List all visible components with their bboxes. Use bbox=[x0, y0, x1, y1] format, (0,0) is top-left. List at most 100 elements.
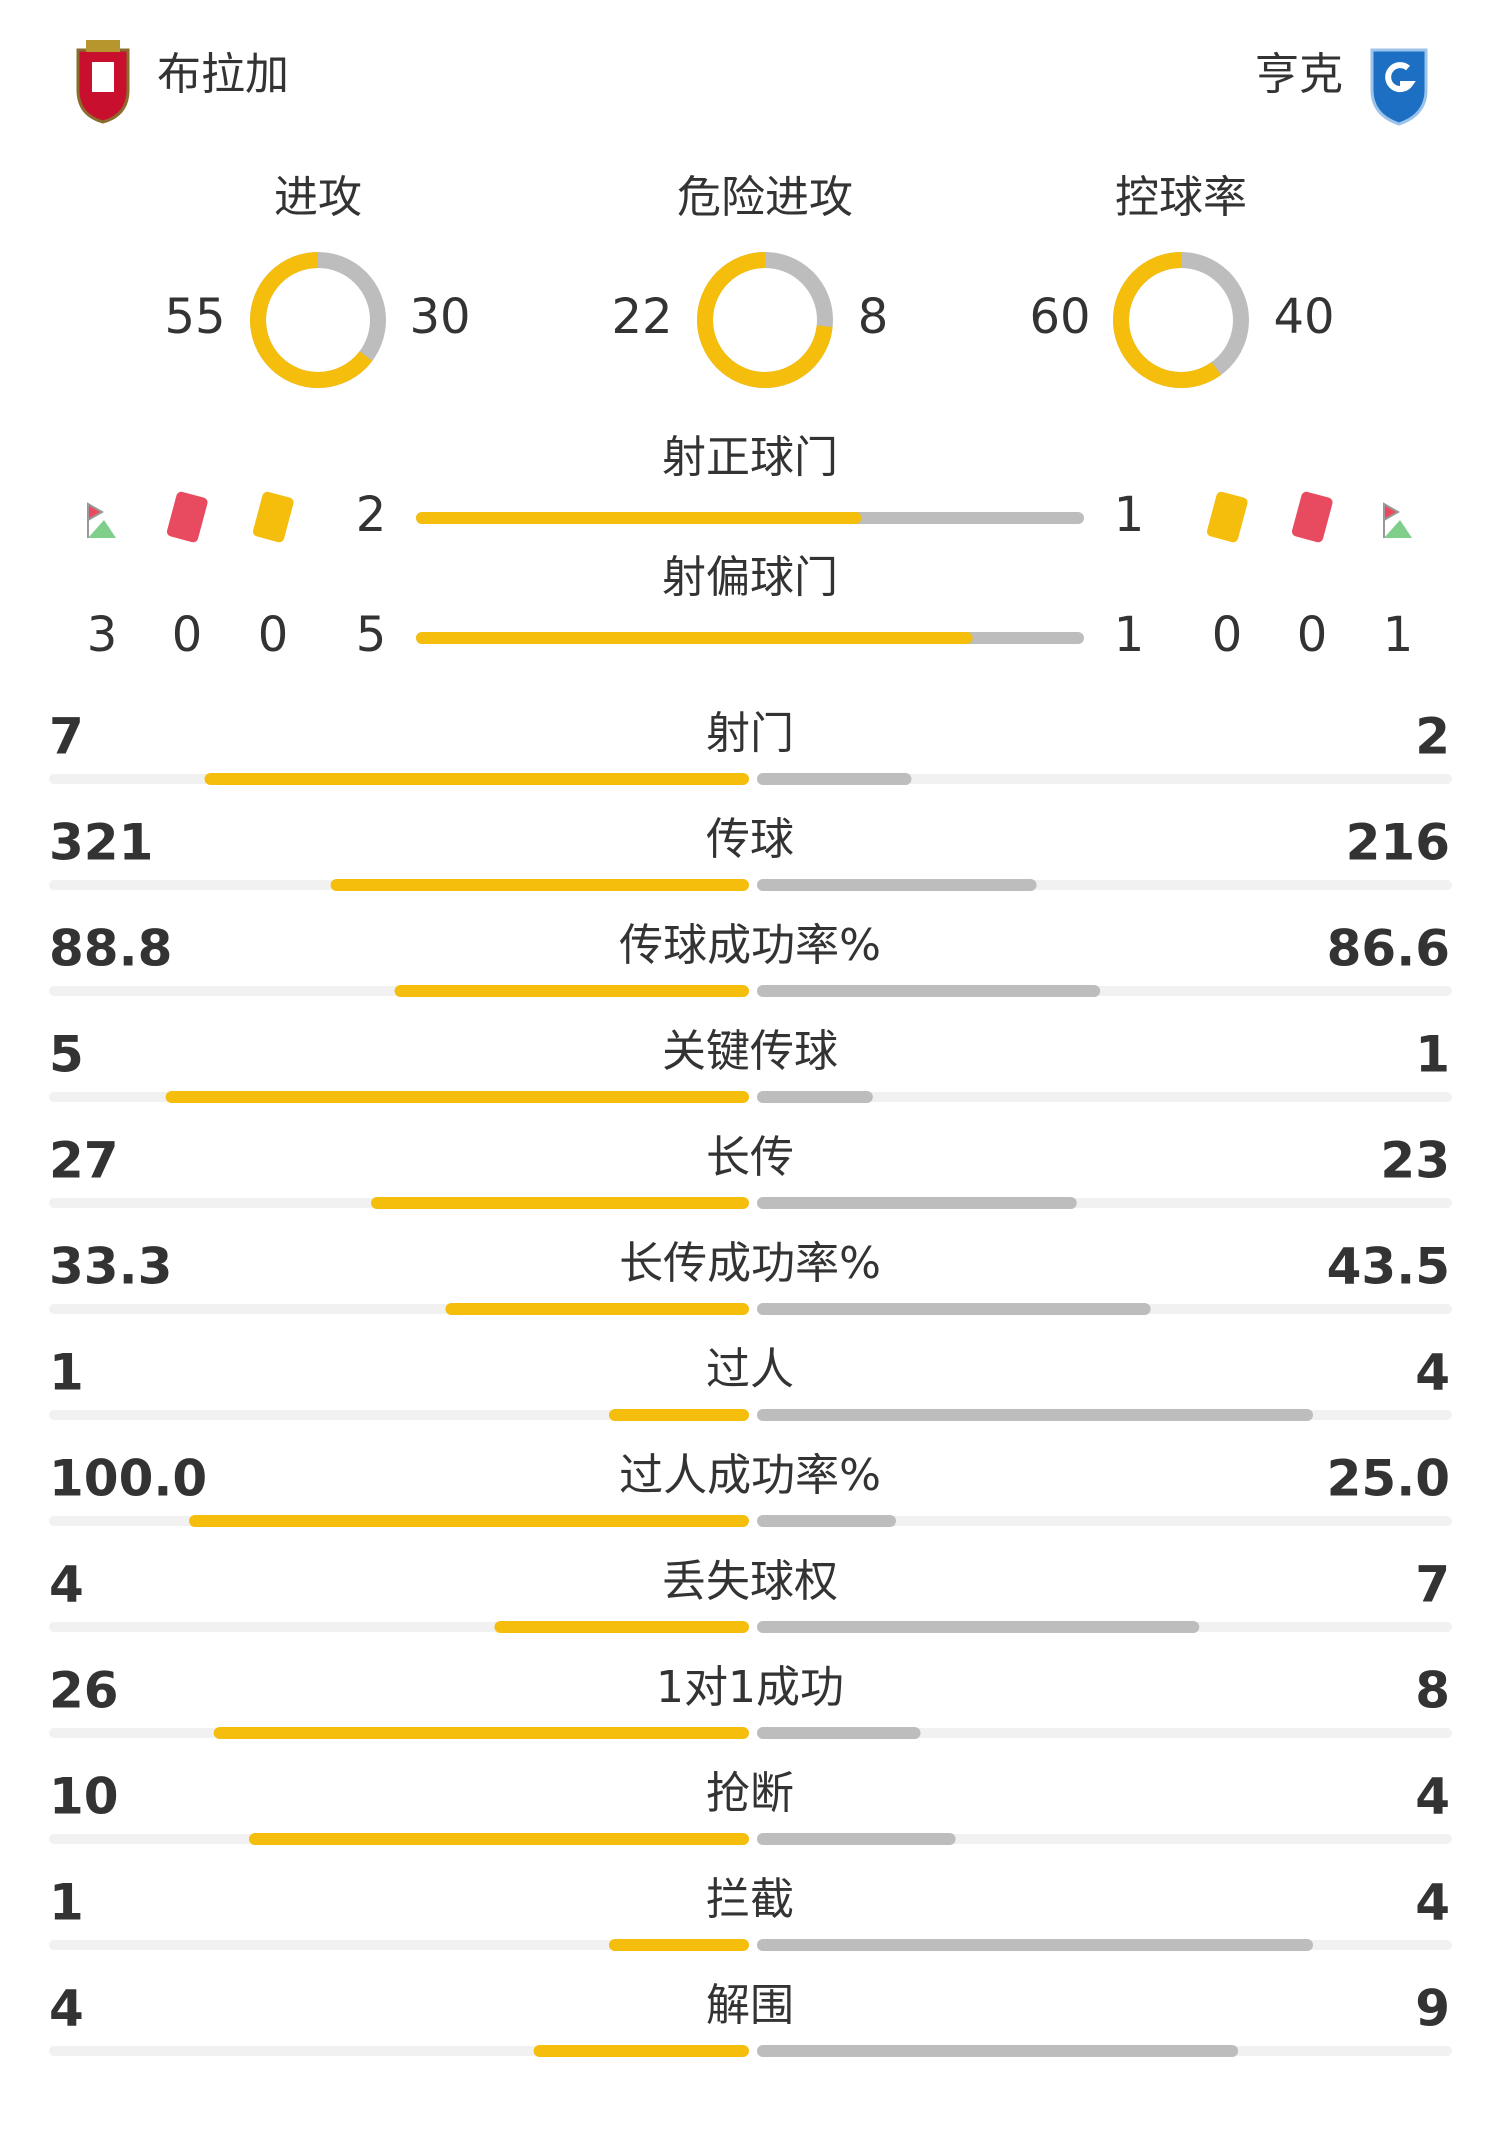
shot-away: 1 bbox=[1114, 607, 1145, 663]
ring-home-arc bbox=[697, 252, 833, 388]
away-bar bbox=[757, 1091, 873, 1103]
away-bar bbox=[757, 1621, 1200, 1633]
ring-home: 60 bbox=[1029, 289, 1090, 345]
red-card-icon bbox=[1291, 491, 1333, 543]
red-count: 0 bbox=[1297, 607, 1328, 663]
red-count: 0 bbox=[172, 607, 203, 663]
away-bar bbox=[757, 985, 1101, 997]
stat-label: 长传成功率% bbox=[619, 1238, 881, 1289]
away-bar bbox=[757, 773, 912, 785]
away-bar bbox=[757, 1197, 1077, 1209]
stat-away: 1 bbox=[1415, 1026, 1450, 1084]
away-bar bbox=[757, 2045, 1239, 2057]
corner-flag bbox=[1383, 502, 1401, 538]
stat-label: 抢断 bbox=[706, 1768, 794, 1819]
stat-away: 43.5 bbox=[1327, 1238, 1450, 1296]
corners-count: 1 bbox=[1383, 607, 1414, 663]
away-bar bbox=[757, 1303, 1151, 1315]
stat-away: 23 bbox=[1380, 1132, 1450, 1190]
home-bar bbox=[165, 1091, 749, 1103]
stat-home: 10 bbox=[49, 1768, 119, 1826]
stat-label: 长传 bbox=[706, 1132, 794, 1183]
stat-home: 1 bbox=[49, 1344, 84, 1402]
ring-home-arc bbox=[1113, 252, 1249, 388]
stat-away: 4 bbox=[1415, 1768, 1450, 1826]
yellow-count: 0 bbox=[1212, 607, 1243, 663]
stat-home: 4 bbox=[49, 1556, 84, 1614]
track bbox=[757, 1728, 1452, 1738]
stat-label: 解围 bbox=[706, 1980, 794, 2031]
stat-label: 1对1成功 bbox=[656, 1662, 844, 1713]
home-bar bbox=[330, 879, 749, 891]
stat-label: 传球 bbox=[706, 814, 794, 865]
shot-home: 5 bbox=[356, 607, 387, 663]
home-bar bbox=[609, 1409, 749, 1421]
stat-home: 100.0 bbox=[49, 1450, 207, 1508]
corners-count: 3 bbox=[87, 607, 118, 663]
stat-away: 86.6 bbox=[1327, 920, 1450, 978]
shot-label: 射正球门 bbox=[662, 432, 838, 483]
stat-home: 7 bbox=[49, 708, 84, 766]
stat-away: 8 bbox=[1415, 1662, 1450, 1720]
home-bar bbox=[204, 773, 750, 785]
ring-label: 进攻 bbox=[274, 172, 362, 223]
home-bar bbox=[249, 1833, 749, 1845]
corner-icon bbox=[1384, 520, 1412, 538]
ring-away: 8 bbox=[858, 289, 889, 345]
away-bar bbox=[757, 1939, 1313, 1951]
stat-home: 4 bbox=[49, 1980, 84, 2038]
stat-home: 88.8 bbox=[49, 920, 172, 978]
stat-label: 过人成功率% bbox=[619, 1450, 881, 1501]
away-bar bbox=[757, 879, 1037, 891]
away-bar bbox=[757, 1515, 896, 1527]
ring-home: 22 bbox=[611, 289, 672, 345]
stat-home: 321 bbox=[49, 814, 153, 872]
home-logo bbox=[76, 40, 130, 124]
stat-label: 过人 bbox=[706, 1344, 794, 1395]
stat-away: 7 bbox=[1415, 1556, 1450, 1614]
stat-home: 1 bbox=[49, 1874, 84, 1932]
ring-label: 控球率 bbox=[1115, 172, 1247, 223]
yellow-card-icon bbox=[1206, 491, 1248, 543]
stat-home: 33.3 bbox=[49, 1238, 172, 1296]
shot-home: 2 bbox=[356, 487, 387, 543]
stat-label: 射门 bbox=[706, 708, 794, 759]
away-logo bbox=[1370, 48, 1428, 126]
ring-label: 危险进攻 bbox=[677, 172, 853, 223]
corner-icon bbox=[88, 520, 116, 538]
ring-away: 30 bbox=[409, 289, 470, 345]
home-bar bbox=[445, 1303, 749, 1315]
track bbox=[757, 774, 1452, 784]
track bbox=[757, 1092, 1452, 1102]
shot-label: 射偏球门 bbox=[662, 552, 838, 603]
stat-away: 25.0 bbox=[1327, 1450, 1450, 1508]
home-bar bbox=[189, 1515, 749, 1527]
shot-away: 1 bbox=[1114, 487, 1145, 543]
home-bar bbox=[371, 1197, 749, 1209]
home-name: 布拉加 bbox=[157, 49, 289, 100]
stat-home: 27 bbox=[49, 1132, 119, 1190]
track bbox=[757, 1516, 1452, 1526]
home-bar bbox=[533, 2045, 749, 2057]
yellow-card-icon bbox=[252, 491, 294, 543]
track bbox=[49, 1940, 749, 1950]
home-bar bbox=[609, 1939, 749, 1951]
track bbox=[49, 1410, 749, 1420]
stat-away: 4 bbox=[1415, 1344, 1450, 1402]
away-name: 亨克 bbox=[1255, 49, 1343, 100]
red-card-icon bbox=[166, 491, 208, 543]
shot-home-bar bbox=[416, 512, 862, 524]
stat-home: 26 bbox=[49, 1662, 119, 1720]
away-bar bbox=[757, 1727, 921, 1739]
ring-home-arc bbox=[250, 252, 386, 388]
stat-label: 传球成功率% bbox=[619, 920, 881, 971]
home-bar bbox=[394, 985, 749, 997]
stat-label: 关键传球 bbox=[662, 1026, 838, 1077]
stat-home: 5 bbox=[49, 1026, 84, 1084]
ring-home: 55 bbox=[164, 289, 225, 345]
ring-away: 40 bbox=[1273, 289, 1334, 345]
shot-home-bar bbox=[416, 632, 973, 644]
stat-away: 2 bbox=[1415, 708, 1450, 766]
